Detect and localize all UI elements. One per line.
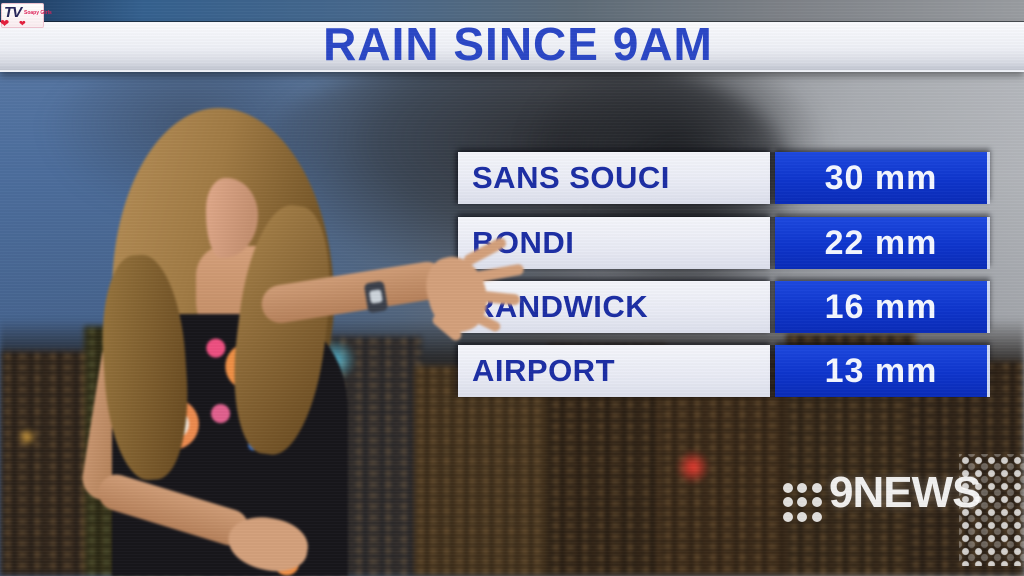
cell-divider: [770, 281, 775, 333]
building: [84, 326, 216, 576]
building: [208, 361, 314, 576]
building-light: [676, 450, 710, 484]
title-banner: RAIN SINCE 9AM: [0, 18, 1024, 72]
rain-amount: 16 mm: [775, 281, 990, 333]
nine-news-logo: 9NEWS: [783, 452, 1024, 570]
building-light: [312, 340, 358, 380]
tower-spire: [251, 242, 271, 337]
heart-icon: ❤: [19, 19, 26, 28]
table-row: BONDI 22 mm: [458, 217, 990, 269]
tv-watermark: TV Soapy Girls ❤ ❤: [0, 3, 52, 30]
building: [414, 366, 554, 576]
cell-divider: [770, 152, 775, 204]
watermark-subtitle: Soapy Girls: [24, 10, 52, 16]
location-label: BONDI: [458, 217, 770, 269]
nine-news-wordmark: 9NEWS: [829, 468, 981, 517]
rain-amount: 13 mm: [775, 345, 990, 397]
table-row: SANS SOUCI 30 mm: [458, 152, 990, 204]
page-title: RAIN SINCE 9AM: [323, 18, 713, 70]
building-light: [18, 428, 36, 446]
rain-amount: 30 mm: [775, 152, 990, 204]
location-label: AIRPORT: [458, 345, 770, 397]
watermark-tv-text: TV: [4, 4, 22, 21]
cell-divider: [770, 217, 775, 269]
top-edge-band: [0, 0, 1024, 22]
location-label: SANS SOUCI: [458, 152, 770, 204]
building: [0, 351, 92, 576]
heart-icon: ❤: [0, 18, 10, 30]
table-row: RANDWICK 16 mm: [458, 281, 990, 333]
cell-divider: [770, 345, 775, 397]
rain-amount: 22 mm: [775, 217, 990, 269]
location-label: RANDWICK: [458, 281, 770, 333]
dot-grid-pattern-icon: [959, 454, 1024, 566]
nine-dots-icon: [783, 483, 823, 523]
table-row: AIRPORT 13 mm: [458, 345, 990, 397]
